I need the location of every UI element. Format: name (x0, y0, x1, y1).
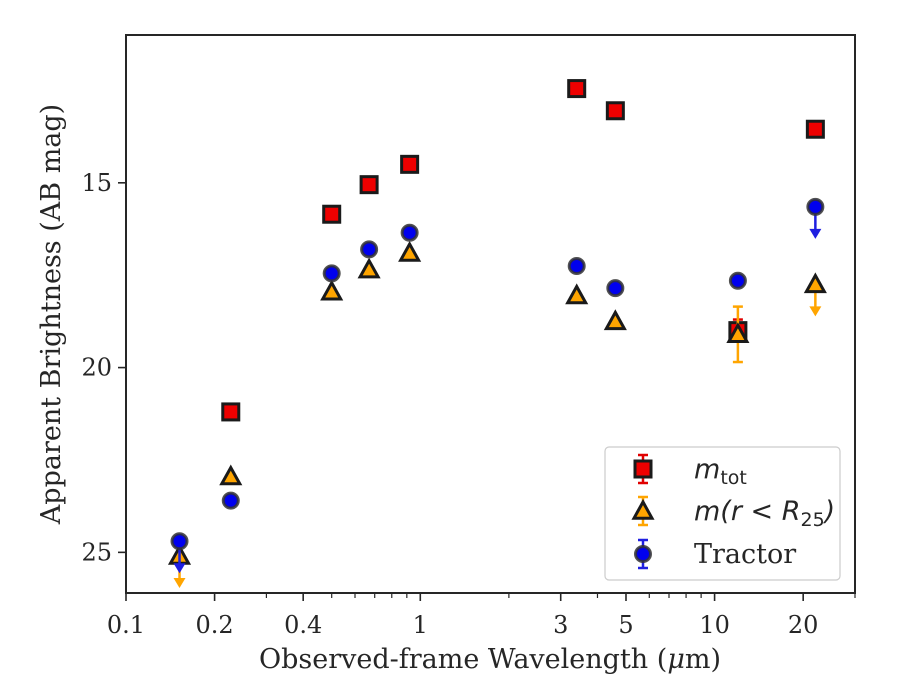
y-tick-label: 15 (81, 169, 112, 197)
y-tick-label: 20 (81, 354, 112, 382)
legend-marker (631, 498, 655, 520)
legend-marker (634, 545, 652, 563)
tractor-point (322, 264, 341, 283)
tractor-point (170, 532, 189, 551)
maperture-point (603, 309, 627, 331)
legend: mtot m(r < R25) Tractor (604, 446, 841, 581)
legend-label: m(r < R25) (694, 496, 835, 531)
tractor-point (806, 197, 825, 216)
x-tick-label: 0.4 (284, 611, 322, 639)
tractor-point (221, 491, 240, 510)
mtot-point (359, 175, 379, 195)
x-tick-label: 10 (699, 611, 730, 639)
x-tick-label: 5 (618, 611, 633, 639)
x-tick-label: 1 (413, 611, 428, 639)
x-tick-label: 3 (553, 611, 568, 639)
tractor-point (606, 279, 625, 298)
legend-entry: Tractor (634, 538, 796, 570)
maperture-point (803, 272, 827, 294)
tractor-point (400, 223, 419, 242)
mtot-point (400, 154, 420, 174)
tractor-point (728, 271, 747, 290)
x-tick-label: 20 (788, 611, 819, 639)
mtot-point (805, 119, 825, 139)
maperture-point (726, 322, 750, 344)
legend-entry: mtot (633, 453, 747, 489)
mtot-point (567, 79, 587, 99)
tractor-point (360, 240, 379, 259)
maperture-point (357, 257, 381, 279)
maperture-point (565, 283, 589, 305)
x-tick-label: 0.1 (107, 611, 145, 639)
maperture-point (219, 464, 243, 486)
mtot-point (322, 204, 342, 224)
legend-entry: m(r < R25) (631, 495, 835, 531)
mtot-point (221, 402, 241, 422)
y-axis-title: Apparent Brightness (AB mag) (36, 104, 67, 525)
mtot-point (605, 101, 625, 121)
legend-label: Tractor (694, 539, 796, 570)
x-axis-title: Observed-frame Wavelength (μm) (259, 644, 721, 675)
legend-marker (633, 459, 653, 479)
x-tick-label: 0.2 (196, 611, 234, 639)
series-mtot (221, 79, 825, 422)
legend-label: mtot (694, 454, 747, 489)
maperture-point (320, 279, 344, 301)
legend-frame (604, 446, 841, 581)
tractor-point (567, 256, 586, 275)
series-tractor (170, 197, 825, 574)
y-tick-label: 25 (81, 538, 112, 566)
maperture-point (398, 240, 422, 262)
